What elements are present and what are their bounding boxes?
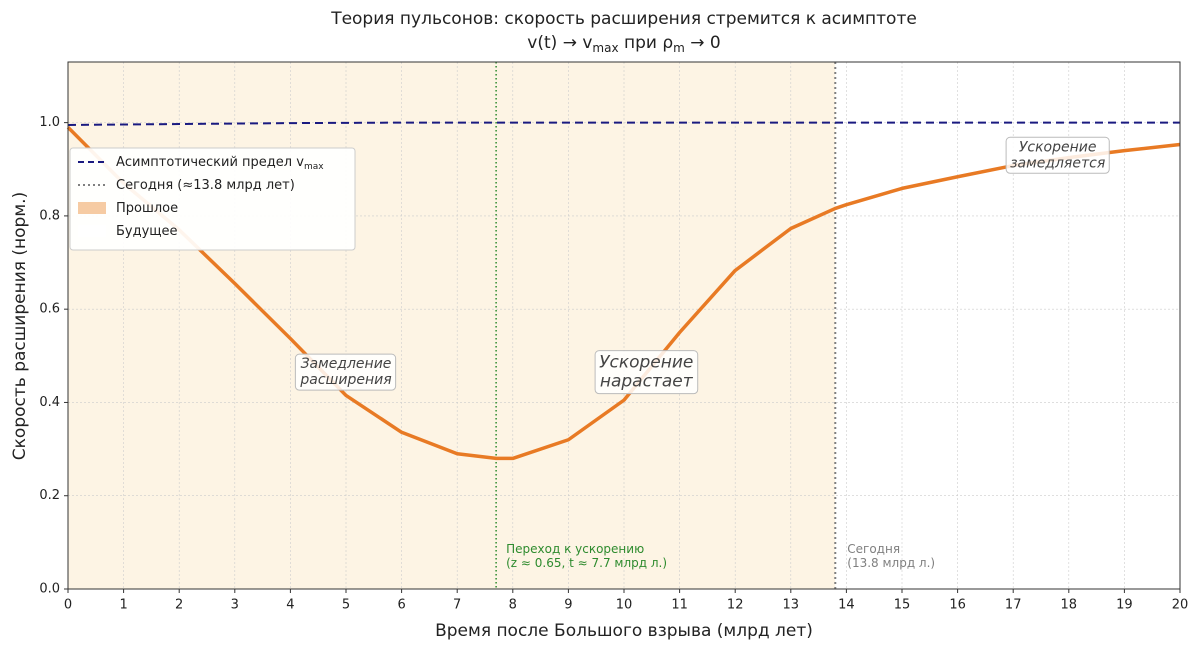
y-tick-label: 0.0 — [39, 582, 60, 597]
annotation-text: расширения — [299, 372, 391, 388]
data-line — [66, 126, 1181, 461]
annotation-text: Ускорение — [599, 353, 693, 373]
y-tick-label: 0.4 — [39, 395, 60, 410]
data-line — [67, 121, 1180, 126]
x-tick-label: 4 — [286, 598, 294, 613]
y-tick-label: 0.8 — [39, 208, 60, 223]
annotation-box — [294, 353, 397, 391]
x-tick-label: 10 — [616, 598, 633, 613]
x-tick-label: 17 — [1005, 598, 1022, 613]
subtitle-subscript: max — [592, 41, 618, 55]
x-tick-label: 14 — [838, 598, 855, 613]
x-tick-label: 1 — [119, 598, 127, 613]
annotation-box — [1005, 136, 1110, 174]
legend-swatch — [78, 202, 106, 214]
subtitle-part: v(t) → v — [527, 33, 592, 53]
x-tick-label: 5 — [342, 598, 350, 613]
y-tick-label: 1.0 — [39, 115, 60, 130]
annotation-text: замедляется — [1010, 155, 1105, 171]
annotation-text: нарастает — [600, 372, 694, 392]
subtitle-part: → 0 — [685, 33, 721, 53]
annotation-text: Ускорение — [1019, 139, 1097, 155]
vertical-line-label: Переход к ускорению — [506, 542, 644, 556]
legend-label: Прошлое — [116, 201, 178, 216]
y-axis-label: Скорость расширения (норм.) — [10, 192, 30, 460]
x-tick-label: 3 — [231, 598, 239, 613]
legend-label: Будущее — [116, 224, 178, 239]
legend-label-text: Прошлое — [116, 201, 178, 216]
legend: Асимптотический предел vmax Сегодня (≈13.… — [69, 147, 356, 251]
x-tick-label: 12 — [727, 598, 744, 613]
x-tick-label: 19 — [1116, 598, 1133, 613]
x-tick-label: 18 — [1061, 598, 1078, 613]
legend-label-subscript: max — [304, 162, 324, 172]
x-tick-label: 6 — [397, 598, 405, 613]
x-tick-label: 0 — [64, 598, 72, 613]
region — [68, 62, 836, 589]
subtitle-subscript: m — [673, 41, 685, 55]
vertical-line-label: Сегодня — [847, 542, 900, 556]
x-tick-label: 2 — [175, 598, 183, 613]
x-axis-label: Время после Большого взрыва (млрд лет) — [435, 621, 813, 641]
x-tick-label: 16 — [949, 598, 966, 613]
annotation-box — [594, 350, 699, 395]
legend-label-text: Асимптотический предел v — [116, 155, 304, 170]
y-tick-label: 0.6 — [39, 302, 60, 317]
legend-label: Сегодня (≈13.8 млрд лет) — [116, 178, 295, 193]
x-tick-label: 7 — [453, 598, 461, 613]
legend-label-text: Сегодня (≈13.8 млрд лет) — [116, 178, 295, 193]
x-tick-label: 8 — [509, 598, 517, 613]
annotation-text: Замедление — [301, 356, 392, 372]
x-tick-label: 13 — [783, 598, 800, 613]
x-tick-label: 15 — [894, 598, 911, 613]
vertical-line-label: (13.8 млрд л.) — [847, 556, 935, 570]
legend-swatch — [78, 225, 106, 237]
x-tick-label: 20 — [1172, 598, 1189, 613]
legend-label-text: Будущее — [116, 224, 178, 239]
subtitle-part: при ρ — [619, 33, 674, 53]
chart-subtitle: v(t) → vmax при ρm → 0 — [527, 33, 720, 55]
chart-title: Теория пульсонов: скорость расширения ст… — [330, 9, 917, 29]
legend-label: Асимптотический предел vmax — [116, 155, 324, 172]
x-tick-label: 9 — [564, 598, 572, 613]
vertical-line-label: (z ≈ 0.65, t ≈ 7.7 млрд л.) — [506, 556, 667, 570]
plot-frame — [67, 61, 1181, 590]
x-tick-label: 11 — [671, 598, 688, 613]
legend-box — [69, 147, 356, 251]
y-tick-label: 0.2 — [39, 488, 60, 503]
